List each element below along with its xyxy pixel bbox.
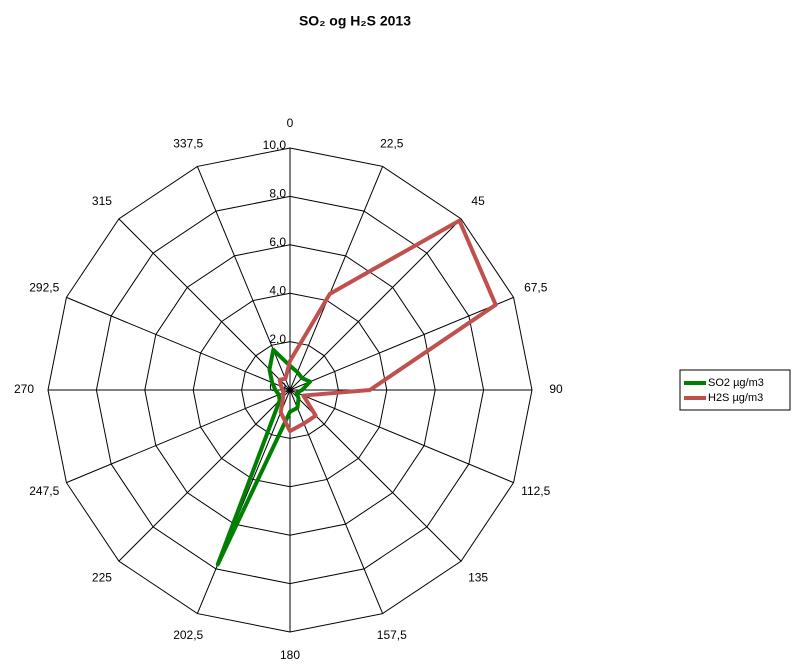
category-label: 337,5 xyxy=(173,136,203,150)
category-label: 135 xyxy=(468,570,488,584)
spoke xyxy=(118,389,291,562)
r-tick-label: 8,0 xyxy=(269,187,286,201)
category-label: 67,5 xyxy=(524,280,548,294)
r-tick-label: 10,0 xyxy=(263,138,287,152)
category-label: 225 xyxy=(92,570,112,584)
spoke xyxy=(66,389,291,484)
category-label: 157,5 xyxy=(377,628,407,642)
category-label: 202,5 xyxy=(173,628,203,642)
spoke xyxy=(289,218,462,391)
category-label: 112,5 xyxy=(521,484,550,498)
category-label: 90 xyxy=(549,382,563,396)
category-label: 0 xyxy=(287,116,294,130)
r-tick-label: 2,0 xyxy=(269,332,286,346)
category-label: 45 xyxy=(471,194,485,208)
chart-title: SO₂ og H₂S 2013 xyxy=(299,13,411,29)
spoke xyxy=(118,218,291,391)
category-label: 292,5 xyxy=(29,280,59,294)
category-label: 22,5 xyxy=(380,136,404,150)
spoke xyxy=(289,166,384,391)
r-tick-label: 6,0 xyxy=(269,235,286,249)
spoke xyxy=(196,389,291,614)
series-line xyxy=(277,218,498,434)
spoke xyxy=(289,389,462,562)
category-label: 315 xyxy=(92,194,112,208)
series-line xyxy=(215,347,313,567)
spoke xyxy=(66,296,291,391)
category-label: 270 xyxy=(14,382,34,396)
legend-label: SO2 µg/m3 xyxy=(708,377,764,389)
spoke xyxy=(289,389,384,614)
spoke xyxy=(289,389,514,484)
legend-box xyxy=(679,369,791,411)
category-label: 247,5 xyxy=(29,484,59,498)
legend-label: H2S µg/m3 xyxy=(708,392,763,404)
spoke xyxy=(289,296,514,391)
r-tick-label: 4,0 xyxy=(269,283,286,297)
category-label: 180 xyxy=(280,648,300,660)
